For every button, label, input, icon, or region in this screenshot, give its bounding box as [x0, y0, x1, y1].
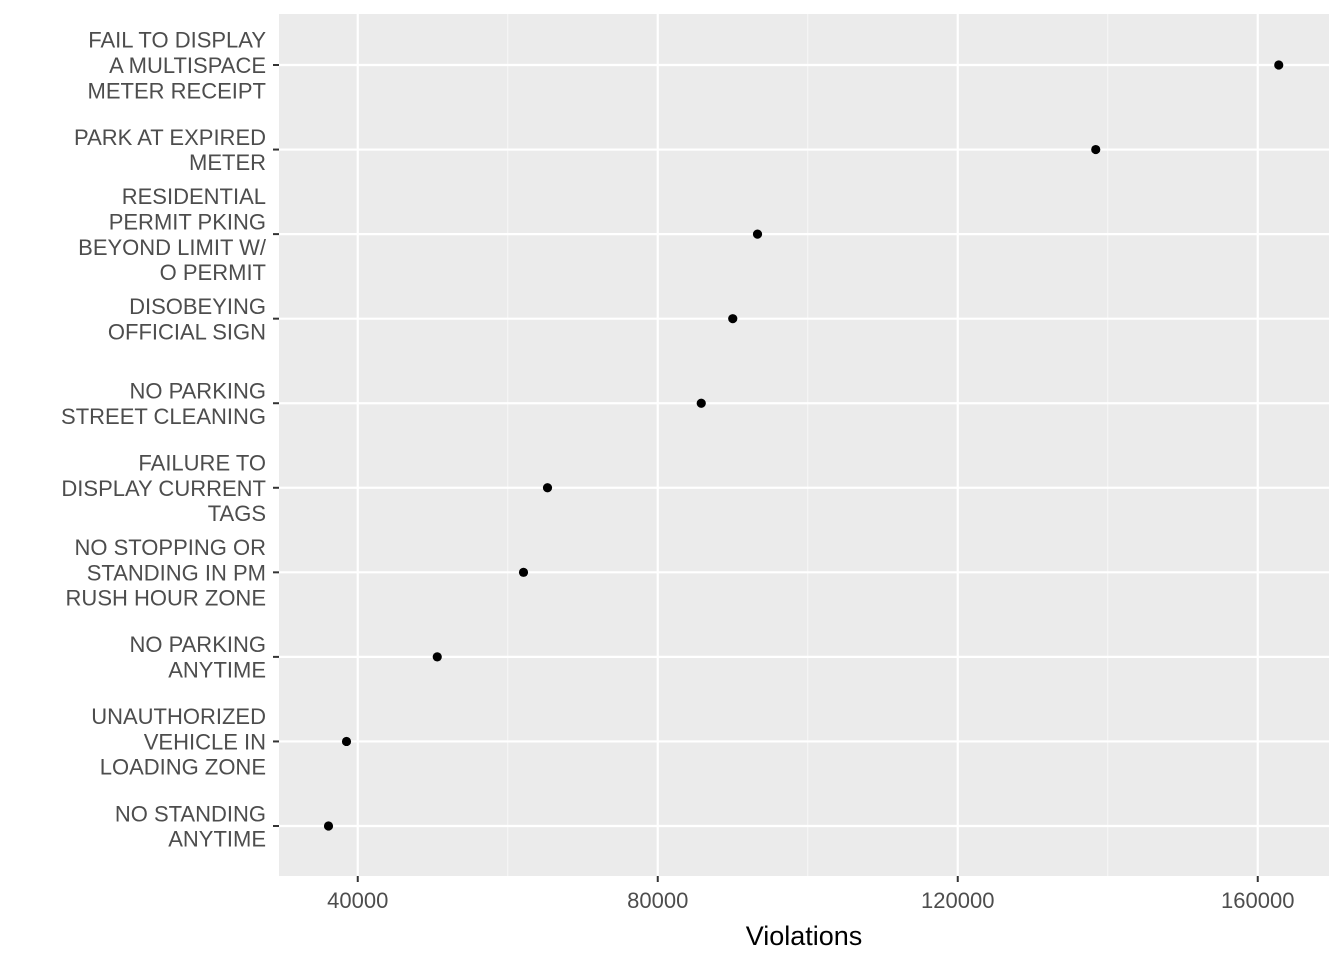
panel-background [279, 14, 1329, 876]
data-points [323, 60, 1284, 831]
y-tick-label: RESIDENTIAL PERMIT PKING BEYOND LIMIT W/O … [78, 184, 267, 285]
y-tick-label: FAIL TO DISPLAY A MULTISPACE METER RECEIPT [88, 28, 267, 104]
y-tick-label: FAILURE TO DISPLAY CURRENT TAGS [61, 451, 266, 527]
y-tick-label: NO STOPPING OR STANDING IN PM RUSH HOUR ZO… [66, 535, 266, 611]
data-point [432, 652, 442, 662]
plot-panel [279, 14, 1329, 876]
data-point [323, 821, 334, 831]
data-point [728, 314, 738, 324]
data-point [1274, 60, 1284, 70]
x-axis-title: Violations [746, 921, 863, 951]
grid-lines [279, 14, 1329, 876]
data-point [542, 483, 553, 493]
x-tick-label: 120000 [921, 888, 994, 913]
y-tick-label: NO PARKING STREET CLEANING [61, 379, 266, 429]
x-tick-label: 80000 [627, 888, 688, 913]
data-point [518, 567, 529, 577]
x-tick-label: 160000 [1221, 888, 1294, 913]
y-tick-label: NO STANDING ANYTIME [115, 801, 266, 851]
data-point [696, 398, 706, 408]
y-tick-label: DISOBEYING OFFICIAL SIGN [108, 294, 266, 344]
y-axis: FAIL TO DISPLAY A MULTISPACE METER RECEIPT… [61, 28, 279, 852]
x-axis: 40000 80000 120000 160000 [327, 876, 1294, 913]
x-tick-label: 40000 [327, 888, 388, 913]
data-point [341, 736, 352, 747]
y-tick-label: UNAUTHORIZED VEHICLE IN LOADING ZONE [91, 704, 266, 780]
y-tick-label: NO PARKING ANYTIME [129, 632, 266, 682]
data-point [752, 229, 763, 239]
y-tick-label: PARK AT EXPIRED METER [74, 125, 266, 175]
data-point [1091, 144, 1101, 155]
